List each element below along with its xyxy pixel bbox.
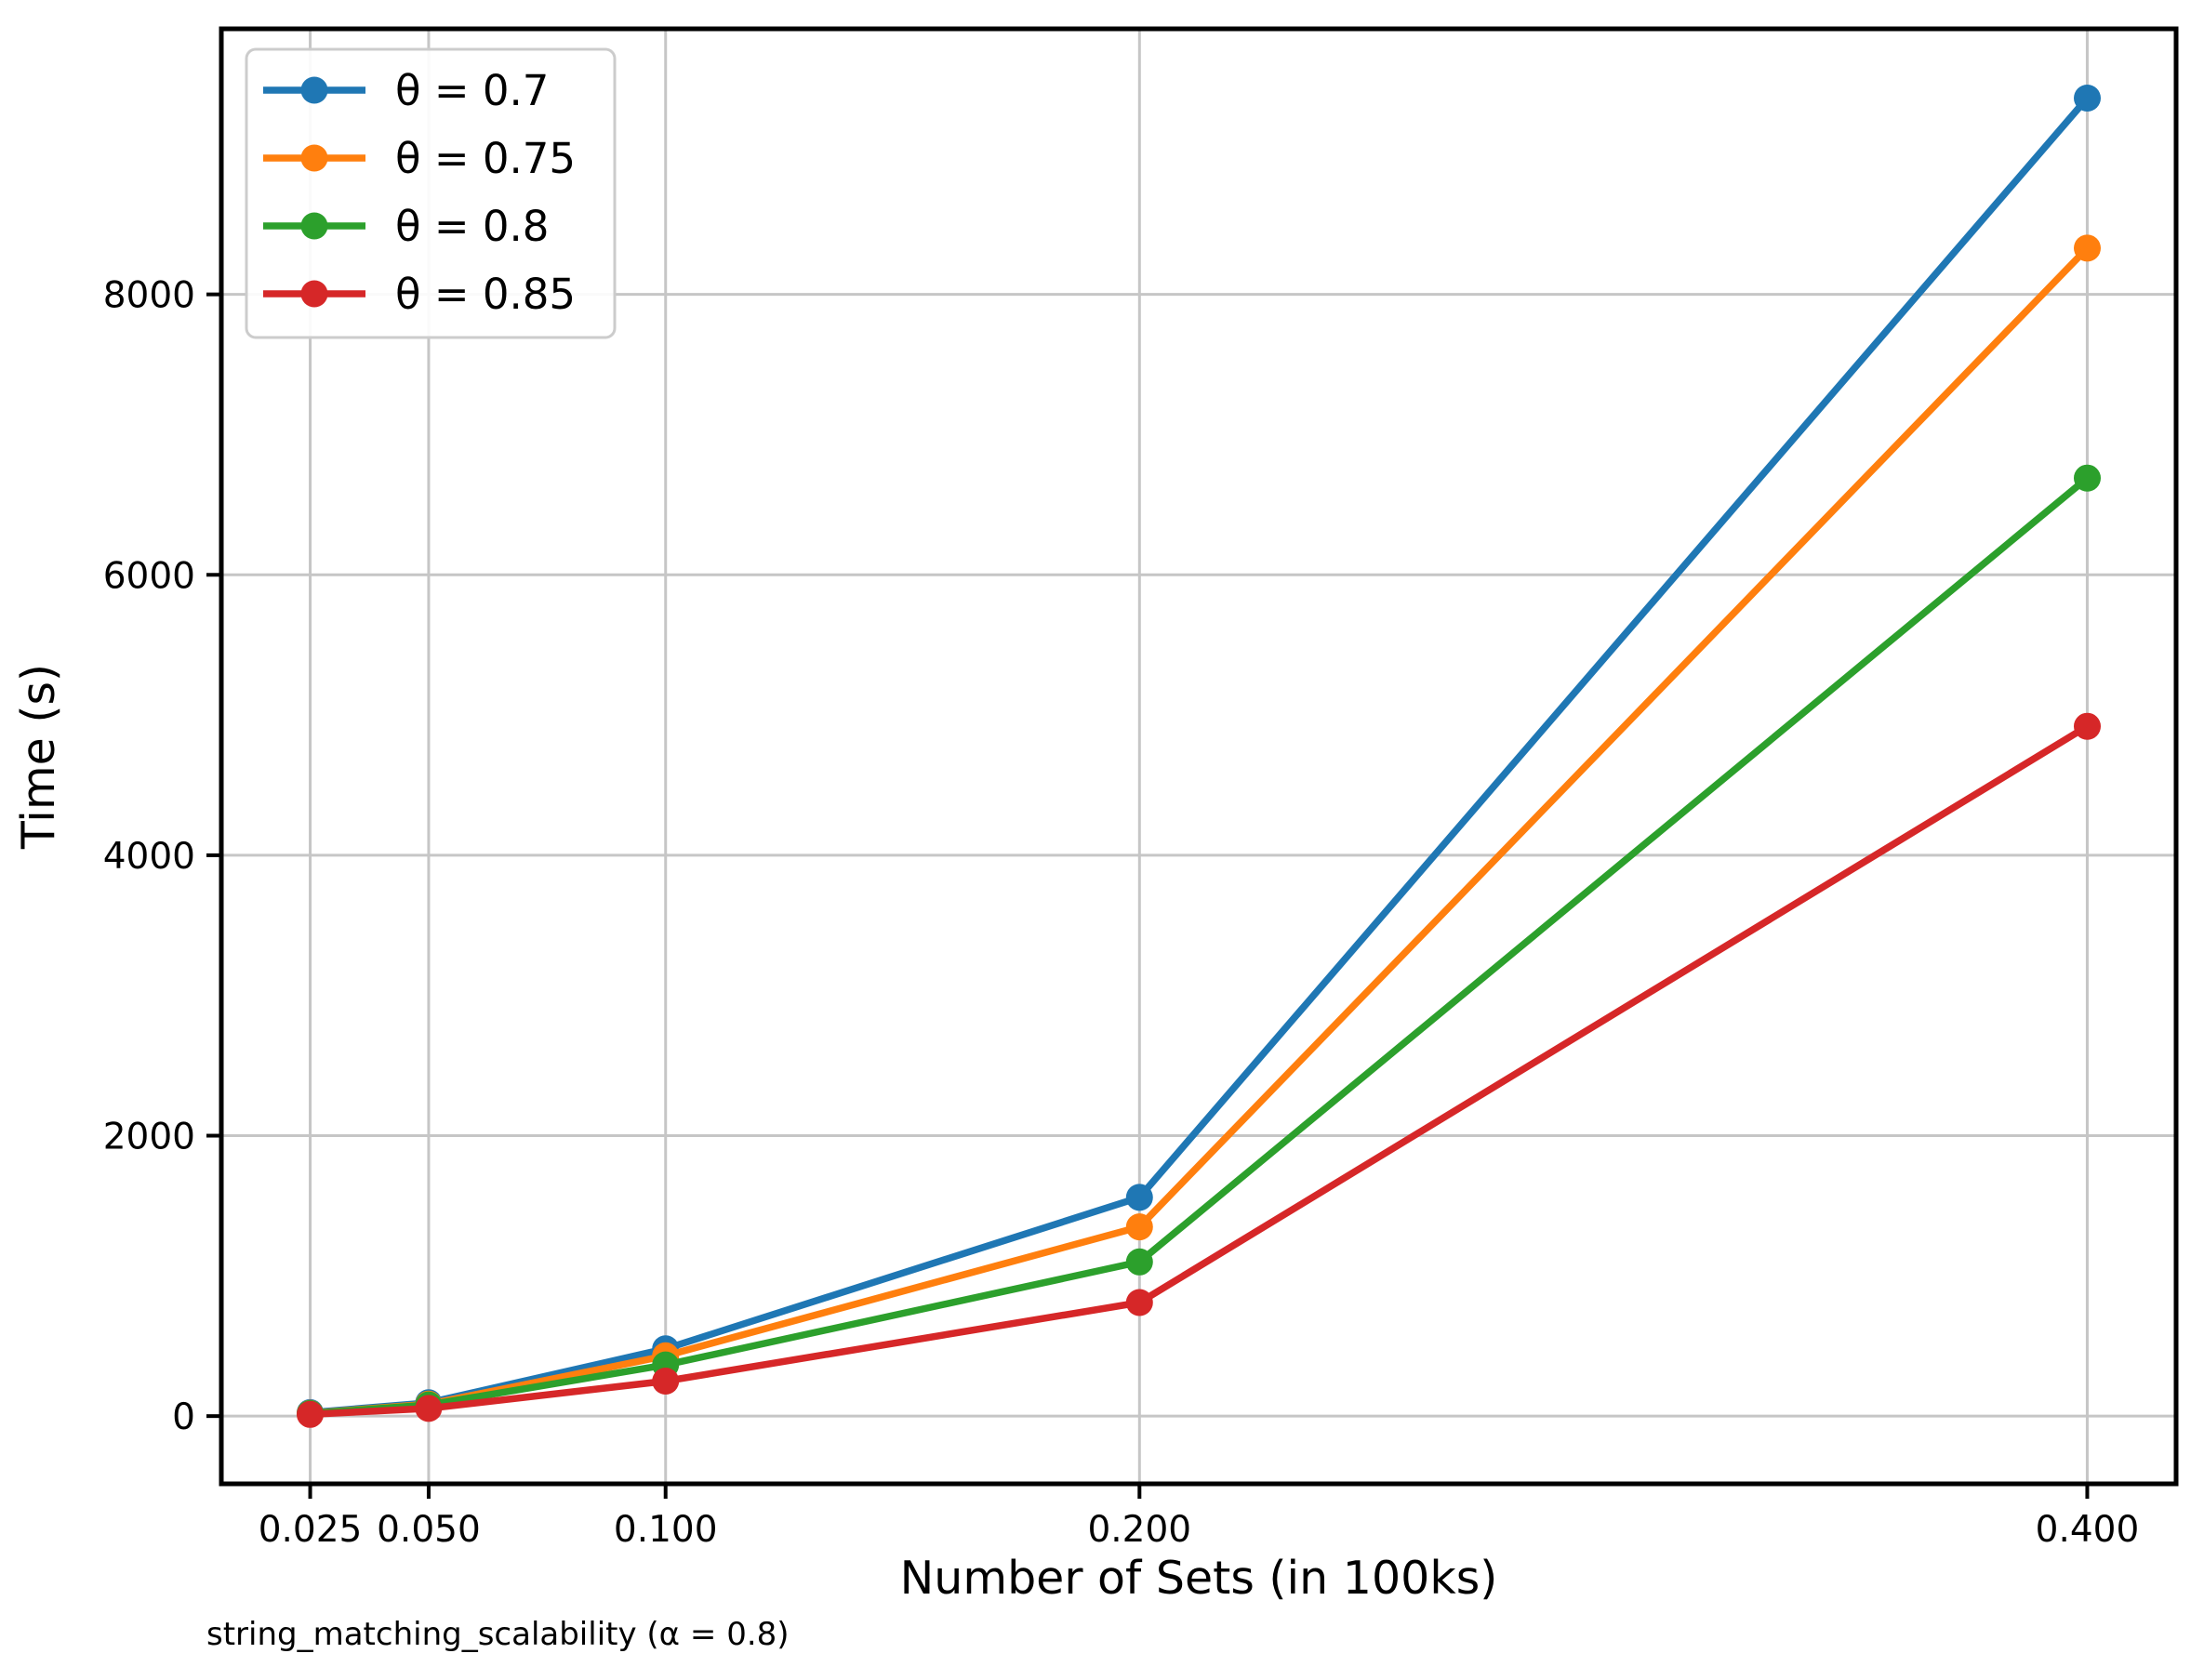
series-3-marker <box>415 1395 443 1422</box>
x-axis-label: Number of Sets (in 100ks) <box>900 1552 1498 1605</box>
series-3-marker <box>652 1368 680 1395</box>
y-tick-label: 8000 <box>103 275 195 317</box>
x-tick-label: 0.400 <box>2036 1509 2140 1551</box>
x-tick-label: 0.100 <box>614 1509 718 1551</box>
x-tick-label: 0.025 <box>259 1509 363 1551</box>
y-tick-label: 4000 <box>103 836 195 878</box>
legend-label: θ = 0.75 <box>395 134 576 183</box>
legend-swatch-marker <box>300 212 328 240</box>
series-2-marker <box>2074 464 2101 492</box>
series-1-marker <box>2074 234 2101 262</box>
legend-label: θ = 0.8 <box>395 202 549 251</box>
y-tick-label: 2000 <box>103 1117 195 1158</box>
series-2-marker <box>1125 1248 1153 1276</box>
series-3-line <box>306 722 2091 1419</box>
y-tick-label: 0 <box>172 1396 195 1438</box>
y-tick-label: 6000 <box>103 555 195 597</box>
x-tick-label: 0.200 <box>1087 1509 1191 1551</box>
legend-swatch-marker <box>300 144 328 172</box>
legend-swatch-marker <box>300 76 328 104</box>
legend-box <box>245 47 617 339</box>
series-3-marker <box>297 1400 324 1428</box>
series-1-line <box>306 245 2091 1417</box>
series-3-marker <box>1125 1289 1153 1316</box>
y-axis-label: Time (s) <box>12 664 65 850</box>
legend-swatch-marker <box>300 280 328 308</box>
series-3-marker <box>2074 712 2101 740</box>
plot-border <box>219 26 2179 1487</box>
series-0-marker <box>2074 85 2101 112</box>
series-1-marker <box>1125 1213 1153 1241</box>
legend-label: θ = 0.85 <box>395 270 576 319</box>
legend-label: θ = 0.7 <box>395 66 549 115</box>
series-0-marker <box>1125 1184 1153 1211</box>
x-tick-label: 0.050 <box>377 1509 481 1551</box>
series-2-line <box>306 474 2091 1418</box>
figure-caption: string_matching_scalability (α = 0.8) <box>206 1616 790 1653</box>
